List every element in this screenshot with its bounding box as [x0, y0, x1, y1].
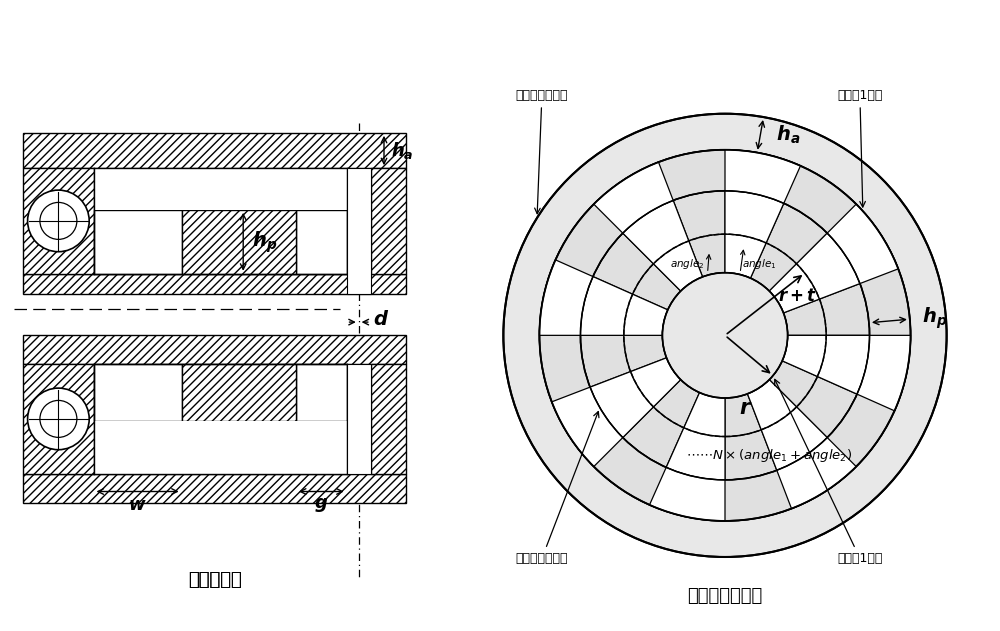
Wedge shape	[540, 260, 593, 335]
Wedge shape	[650, 468, 725, 521]
Bar	[94, 210, 182, 274]
Bar	[94, 168, 347, 210]
Text: $\bfit{g}$: $\bfit{g}$	[314, 496, 328, 514]
Bar	[296, 210, 347, 274]
Wedge shape	[580, 276, 668, 335]
Bar	[182, 210, 296, 274]
Wedge shape	[782, 335, 870, 394]
Wedge shape	[747, 380, 827, 470]
Text: 径向截面图: 径向截面图	[188, 570, 241, 589]
Wedge shape	[777, 437, 856, 509]
Text: $\bfit{d}$: $\bfit{d}$	[373, 310, 389, 329]
Wedge shape	[540, 150, 910, 521]
Bar	[347, 364, 371, 474]
Bar	[23, 274, 406, 293]
Wedge shape	[725, 191, 784, 278]
Wedge shape	[783, 283, 870, 335]
Bar	[23, 364, 94, 474]
Bar	[23, 474, 406, 502]
Wedge shape	[593, 233, 681, 310]
Text: 圆波导1外壁: 圆波导1外壁	[837, 89, 883, 207]
Text: 径向截面图: 径向截面图	[188, 570, 241, 589]
Wedge shape	[623, 201, 703, 291]
Text: $\bfit{w}$: $\bfit{w}$	[128, 496, 147, 514]
Wedge shape	[827, 204, 898, 283]
Text: $\cdots\cdots N\times(angle_1+angle_2)$: $\cdots\cdots N\times(angle_1+angle_2)$	[686, 447, 853, 464]
Wedge shape	[666, 392, 725, 480]
Text: 圆柱轴向俯视图: 圆柱轴向俯视图	[687, 587, 763, 604]
Wedge shape	[769, 361, 857, 437]
Text: $\bfit{h}_{\bfit{a}}$: $\bfit{h}_{\bfit{a}}$	[391, 140, 413, 161]
Wedge shape	[725, 394, 777, 480]
Bar	[23, 133, 406, 168]
Circle shape	[662, 273, 788, 398]
Text: $\bfit{h}_{\bfit{p}}$: $\bfit{h}_{\bfit{p}}$	[252, 229, 277, 254]
Bar	[94, 421, 347, 474]
Circle shape	[28, 190, 89, 252]
Wedge shape	[750, 203, 827, 291]
Text: $\bfit{r+t}$: $\bfit{r+t}$	[778, 286, 817, 305]
Bar	[371, 364, 406, 474]
Bar	[296, 364, 347, 421]
Wedge shape	[623, 380, 700, 468]
Text: $angle_1$: $angle_1$	[742, 257, 777, 271]
Circle shape	[28, 388, 89, 450]
Text: 圆波导1内壁: 圆波导1内壁	[775, 379, 883, 565]
Bar	[23, 335, 406, 364]
Text: $\bfit{h}_{\bfit{a}}$: $\bfit{h}_{\bfit{a}}$	[776, 124, 800, 146]
Bar	[94, 364, 182, 421]
Text: 圆柱屏蔽腔外壁: 圆柱屏蔽腔外壁	[516, 89, 568, 214]
Bar	[23, 168, 94, 274]
Wedge shape	[725, 150, 800, 203]
Wedge shape	[552, 387, 623, 466]
Bar	[347, 168, 371, 293]
Text: $\bfit{r}$: $\bfit{r}$	[739, 398, 753, 418]
Wedge shape	[503, 114, 947, 557]
Text: $angle_2$: $angle_2$	[670, 257, 705, 271]
Wedge shape	[590, 358, 681, 437]
Wedge shape	[769, 233, 860, 313]
Text: 圆柱屏蔽腔内壁: 圆柱屏蔽腔内壁	[516, 411, 599, 565]
Text: $\bfit{h}_{\bfit{p}}$: $\bfit{h}_{\bfit{p}}$	[922, 305, 947, 331]
Wedge shape	[580, 335, 667, 387]
Wedge shape	[594, 162, 673, 233]
Bar	[371, 168, 406, 274]
Bar	[182, 364, 296, 421]
Wedge shape	[857, 335, 910, 411]
Wedge shape	[673, 191, 725, 277]
